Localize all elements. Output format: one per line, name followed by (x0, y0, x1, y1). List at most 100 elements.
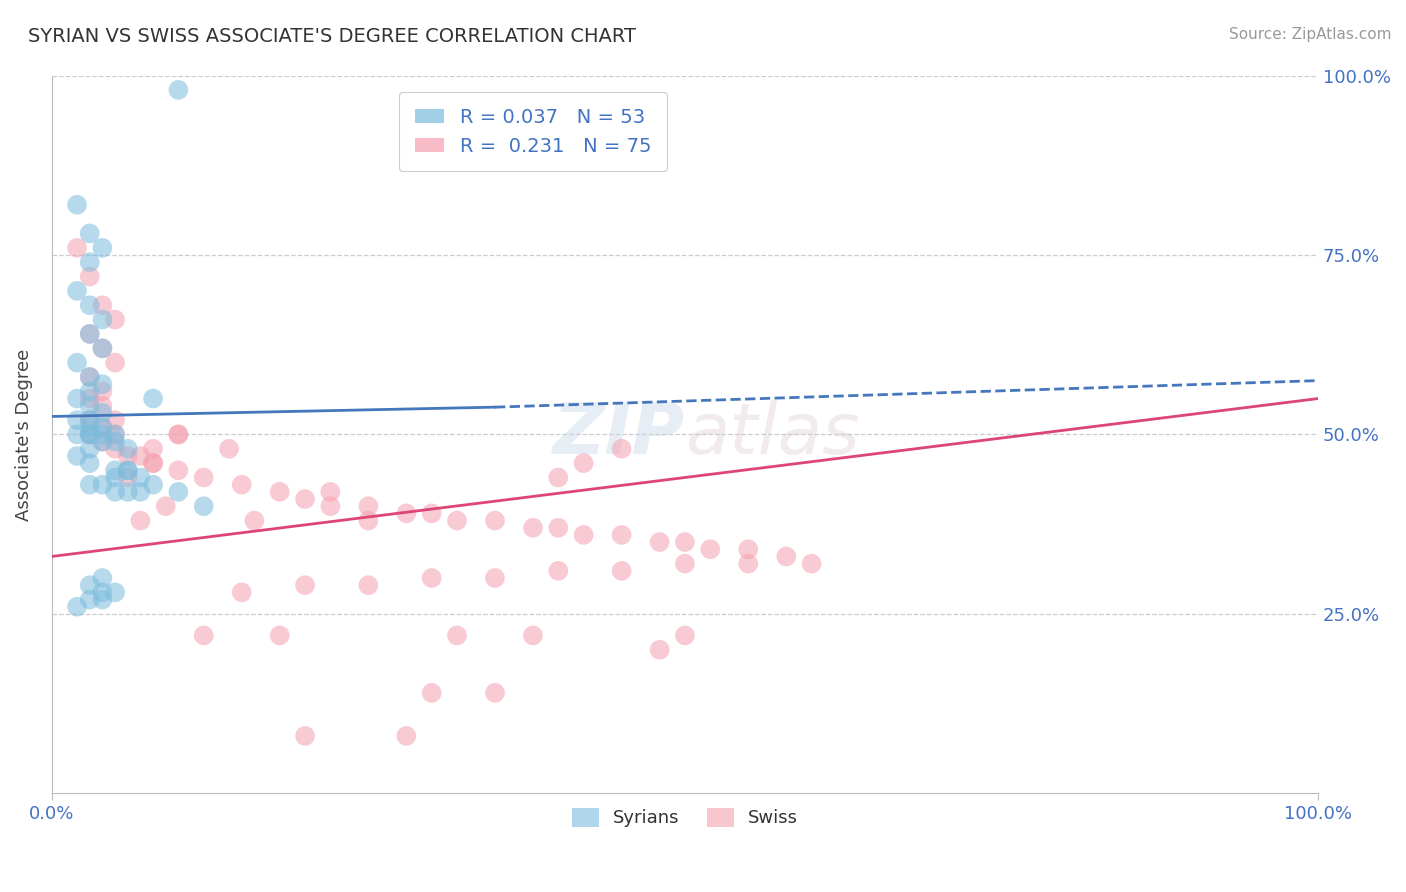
Point (167, 427, 190, 442)
Point (91, 420, 114, 434)
Point (129, 449, 152, 463)
Point (91, 298, 114, 312)
Point (610, 528, 633, 542)
Point (79, 413, 101, 427)
Point (91, 399, 114, 413)
Point (66, 427, 89, 442)
Point (79, 456, 101, 470)
Point (484, 571, 506, 585)
Point (79, 255, 101, 269)
Point (91, 585, 114, 599)
Point (79, 420, 101, 434)
Point (66, 413, 89, 427)
Point (231, 477, 253, 491)
Point (319, 484, 342, 499)
Point (66, 284, 89, 298)
Point (243, 514, 266, 528)
Point (91, 341, 114, 355)
Text: SYRIAN VS SWISS ASSOCIATE'S DEGREE CORRELATION CHART: SYRIAN VS SWISS ASSOCIATE'S DEGREE CORRE… (28, 27, 636, 45)
Point (800, 557, 823, 571)
Point (193, 500, 215, 514)
Point (104, 427, 127, 442)
Point (91, 592, 114, 607)
Point (547, 521, 569, 535)
Point (79, 399, 101, 413)
Point (673, 535, 696, 549)
Point (572, 528, 595, 542)
Point (167, 83, 190, 97)
Point (294, 729, 316, 743)
Point (79, 370, 101, 384)
Point (269, 628, 291, 642)
Point (91, 477, 114, 491)
Point (572, 456, 595, 470)
Point (231, 585, 253, 599)
Point (91, 427, 114, 442)
Point (294, 491, 316, 506)
Point (395, 729, 418, 743)
Point (104, 585, 127, 599)
Point (357, 500, 380, 514)
Point (610, 564, 633, 578)
Point (193, 628, 215, 642)
Point (79, 477, 101, 491)
Point (104, 484, 127, 499)
Point (91, 377, 114, 392)
Point (673, 557, 696, 571)
Point (91, 434, 114, 449)
Point (648, 642, 671, 657)
Point (420, 686, 443, 700)
Point (79, 427, 101, 442)
Point (117, 484, 139, 499)
Point (79, 427, 101, 442)
Point (522, 521, 544, 535)
Point (420, 507, 443, 521)
Point (129, 514, 152, 528)
Point (104, 434, 127, 449)
Point (79, 427, 101, 442)
Point (104, 442, 127, 456)
Point (66, 241, 89, 255)
Point (79, 370, 101, 384)
Point (79, 298, 101, 312)
Point (79, 442, 101, 456)
Point (294, 578, 316, 592)
Point (775, 549, 797, 564)
Point (91, 420, 114, 434)
Point (66, 392, 89, 406)
Point (104, 312, 127, 326)
Point (117, 442, 139, 456)
Point (79, 326, 101, 341)
Point (357, 514, 380, 528)
Point (155, 500, 177, 514)
Point (91, 384, 114, 399)
Point (91, 241, 114, 255)
Point (79, 227, 101, 241)
Point (737, 542, 759, 557)
Point (104, 413, 127, 427)
Point (357, 578, 380, 592)
Point (142, 392, 165, 406)
Point (547, 470, 569, 484)
Point (129, 470, 152, 484)
Point (648, 535, 671, 549)
Point (699, 542, 721, 557)
Point (79, 592, 101, 607)
Point (79, 269, 101, 284)
Point (66, 599, 89, 614)
Point (673, 628, 696, 642)
Point (117, 463, 139, 477)
Point (91, 434, 114, 449)
Point (446, 514, 468, 528)
Point (91, 312, 114, 326)
Point (117, 463, 139, 477)
Point (66, 449, 89, 463)
Point (319, 500, 342, 514)
Point (142, 456, 165, 470)
Point (91, 341, 114, 355)
Text: Source: ZipAtlas.com: Source: ZipAtlas.com (1229, 27, 1392, 42)
Point (484, 686, 506, 700)
Point (193, 470, 215, 484)
Point (142, 456, 165, 470)
Point (142, 477, 165, 491)
